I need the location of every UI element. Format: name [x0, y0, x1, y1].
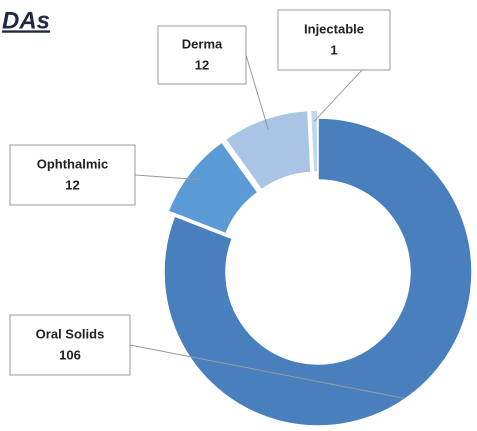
label-box — [157, 25, 247, 85]
value-label: 12 — [195, 57, 209, 72]
donut-segment — [309, 109, 319, 173]
value-label: 106 — [59, 347, 81, 362]
category-label: Injectable — [304, 21, 364, 36]
label-box — [277, 9, 391, 71]
leader-line — [134, 174, 199, 180]
category-label: Ophthalmic — [37, 156, 109, 171]
value-label: 1 — [330, 42, 337, 57]
label-box — [9, 314, 131, 376]
leader-line — [129, 344, 405, 399]
donut-segment — [167, 141, 260, 235]
label-box — [9, 144, 136, 206]
value-label: 12 — [65, 177, 79, 192]
chart-title: DAs — [2, 7, 50, 34]
donut-segment — [224, 109, 312, 191]
donut-segment — [163, 117, 473, 427]
category-label: Derma — [182, 36, 223, 51]
leader-line — [245, 54, 269, 130]
category-label: Oral Solids — [36, 326, 105, 341]
